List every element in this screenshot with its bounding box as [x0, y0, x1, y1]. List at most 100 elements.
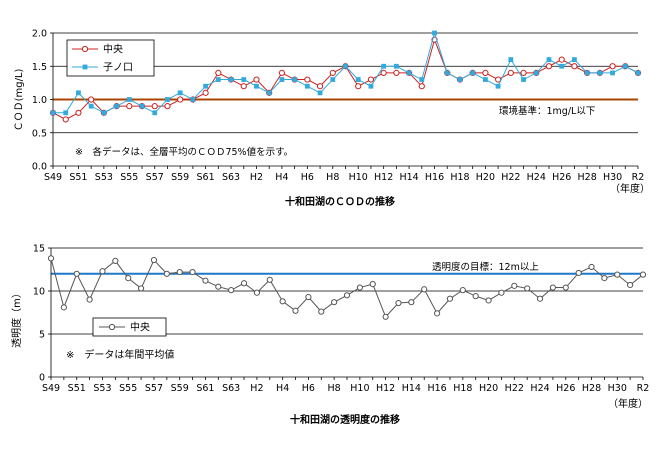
cod-chart: 0.0 0.5 1.0 1.5 2.0 S49 S51 S53 S55 S57 S59 S61 S63…: [14, 29, 650, 209]
cod-series-0-point: [202, 89, 209, 96]
transparency-series-0-point: [73, 270, 80, 277]
cod-series-1-point: [355, 77, 361, 82]
transparency-series-0-point: [498, 289, 505, 296]
cod-series-1-point: [559, 63, 565, 69]
cod-series-0-point: [177, 96, 184, 103]
cod-x-tick-label: H8: [326, 172, 339, 183]
transparency-series-0-point: [99, 268, 106, 275]
transparency-series-0-point: [639, 271, 647, 278]
cod-standard-label: 環境基準：1mg/L以下: [499, 105, 595, 117]
cod-series-1-point: [482, 77, 488, 82]
transparency-legend-marker: [108, 323, 116, 331]
transparency-x-tick-labels: S49 S51 S53 S55 S57 S59 S61 S63 H2 H4 H6 H8 H10 H12 H1…: [42, 383, 649, 394]
cod-series-0-point: [545, 63, 553, 70]
cod-series-1-point: [381, 63, 387, 69]
cod-legend-label: 子ノ口: [103, 62, 133, 74]
transparency-series-0-point: [601, 275, 608, 282]
cod-x-tick-label: H6: [301, 172, 314, 183]
transparency-series-0-point: [150, 256, 158, 264]
cod-series-1-point: [343, 63, 348, 69]
cod-series-1-point: [203, 83, 209, 89]
cod-series-1-point: [419, 77, 425, 82]
cod-x-tick-label: H26: [552, 172, 571, 183]
cod-series-0-point: [240, 83, 247, 90]
cod-series-1-point: [101, 110, 107, 116]
transparency-x-tick-label: H10: [350, 383, 369, 394]
cod-x-tick-label: S59: [171, 172, 189, 183]
cod-series-1-point: [88, 103, 94, 109]
transparency-x-tick-label: H30: [608, 383, 627, 394]
cod-x-tick-label: H30: [603, 172, 622, 183]
transparency-series-0-point: [627, 281, 634, 289]
cod-x-tick-label: S57: [146, 172, 164, 183]
transparency-y-axis-label: 透明度（m）: [10, 288, 23, 348]
cod-x-tick-label: S55: [120, 172, 138, 183]
cod-x-tick-label: S61: [197, 172, 215, 183]
cod-series-0-point: [151, 103, 158, 110]
transparency-series-0-point: [536, 295, 544, 302]
transparency-series-0-point: [614, 271, 621, 278]
cod-series-1-point: [622, 63, 628, 69]
transparency-x-tick-label: H20: [479, 383, 498, 394]
cod-series-0-point: [380, 69, 387, 77]
cod-x-tick-label: H20: [476, 172, 495, 183]
transparency-x-tick-label: H4: [276, 383, 289, 394]
cod-y-tick-labels: 0.0 0.5 1.0 1.5 2.0: [32, 29, 47, 173]
transparency-legend-label: 中央: [130, 321, 150, 334]
transparency-x-tick-label: H18: [453, 383, 472, 394]
cod-series-1-point: [495, 83, 501, 89]
transparency-series-0-point: [395, 299, 402, 307]
transparency-y-tick-label: 0: [39, 373, 45, 384]
transparency-x-tick-label: H24: [530, 383, 549, 394]
cod-annotation: ※ 各データは、全層平均のＣＯＤ75%値を示す。: [75, 146, 293, 158]
transparency-legend-box: [92, 317, 167, 337]
transparency-series-0-point: [511, 282, 518, 289]
transparency-series-0-point: [305, 293, 312, 301]
transparency-x-tick-label: S49: [42, 383, 60, 394]
transparency-series-0-point: [176, 268, 183, 276]
transparency-series-0-point: [163, 270, 170, 277]
cod-series-1-point: [635, 70, 641, 76]
cod-series-1-point: [444, 70, 450, 76]
cod-series-0-point: [507, 69, 514, 77]
cod-series-0-point: [558, 56, 565, 63]
cod-series-0-point: [418, 83, 425, 90]
cod-series-1-point: [584, 70, 590, 76]
transparency-x-tick-label: H8: [328, 383, 341, 394]
transparency-title: 十和田湖の透明度の推移: [290, 413, 400, 426]
transparency-series-0-point: [47, 255, 55, 262]
cod-series-0-point: [62, 116, 69, 123]
cod-series-0-point: [571, 63, 578, 70]
transparency-series-0-point: [86, 296, 93, 303]
transparency-series-0-point: [331, 299, 338, 306]
transparency-x-tick-label: H6: [302, 383, 315, 394]
transparency-series-0-point: [228, 287, 235, 294]
cod-series-1-point: [50, 110, 56, 116]
transparency-series-0-point: [137, 285, 145, 292]
transparency-y-tick-label: 15: [33, 244, 45, 255]
transparency-series-0-point: [575, 269, 582, 277]
cod-x-tick-label: H24: [527, 172, 546, 183]
cod-series-1-point: [152, 110, 158, 116]
cod-y-tick-label: 2.0: [32, 29, 47, 40]
transparency-series-0-point: [562, 284, 569, 291]
cod-series-1-point: [165, 97, 170, 102]
cod-x-tick-label: H10: [349, 172, 368, 183]
transparency-series-0-point: [189, 268, 196, 276]
transparency-series-0-point: [588, 263, 595, 271]
transparency-x-tick-label: S53: [93, 383, 111, 394]
transparency-x-tick-label: S55: [119, 383, 137, 394]
cod-legend-box: [66, 39, 155, 77]
cod-series-0-point: [520, 69, 527, 77]
transparency-y-tick-labels: 0 5 10 15: [33, 244, 45, 384]
transparency-series-0-point: [356, 284, 363, 291]
transparency-axes: [48, 247, 644, 380]
cod-x-tick-label: H16: [425, 172, 444, 183]
transparency-series-0-point: [459, 287, 466, 294]
transparency-x-tick-label: S51: [68, 383, 86, 394]
cod-x-tick-label: R2: [632, 172, 645, 183]
cod-series-0-point: [278, 69, 286, 77]
cod-series-1-point: [266, 90, 272, 96]
transparency-series-0-point: [125, 275, 132, 282]
